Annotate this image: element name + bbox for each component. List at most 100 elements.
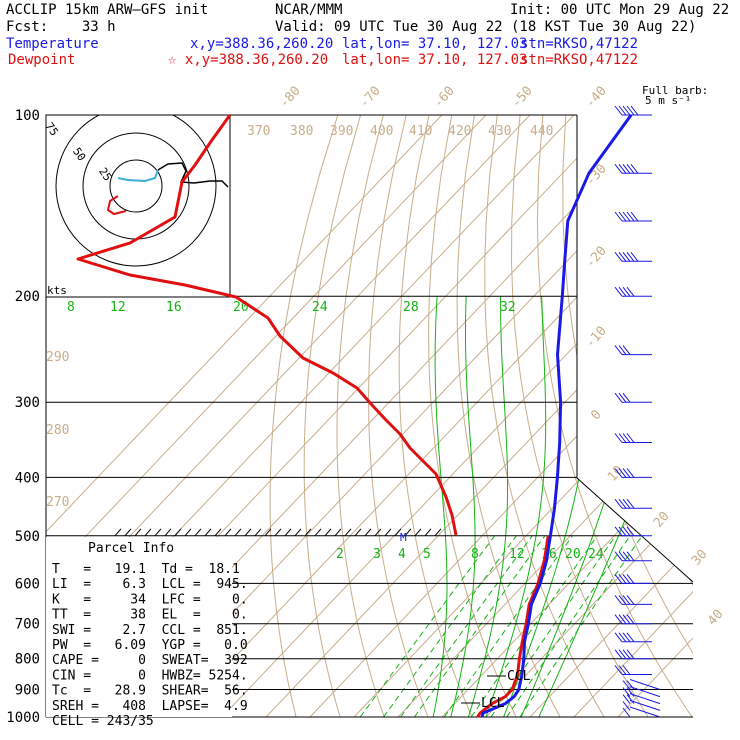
dry-adiabat-line	[725, 115, 740, 730]
wind-barb-flag	[618, 345, 627, 355]
wind-barb-flag	[614, 163, 623, 174]
theta-labels: 370 380 390 400 410 420 430 440 290 280 …	[46, 124, 553, 510]
mixing-ratio-line	[400, 535, 533, 717]
wind-barb-flag	[618, 595, 627, 605]
hatch-mark	[424, 528, 432, 537]
wind-barb-flag	[614, 595, 623, 605]
hatch-mark	[314, 528, 322, 537]
theta-label-290: 290	[46, 350, 69, 365]
wind-barb-flag	[614, 526, 623, 537]
hodo-label-25: 25	[96, 165, 114, 183]
wind-barb	[622, 686, 661, 698]
mixlabel-24b: 24	[588, 547, 604, 562]
wind-barb-flag	[614, 392, 623, 403]
tlabel-20: 20	[651, 509, 673, 531]
wind-barb-flag	[630, 105, 639, 116]
wind-barb	[614, 665, 652, 675]
wind-barb	[622, 699, 661, 711]
tlabel-m80: -80	[277, 84, 304, 111]
theta-label-270: 270	[46, 495, 69, 510]
wind-barb-flag	[618, 286, 627, 297]
mixing-ratio-line	[359, 535, 496, 717]
wind-barb-flag	[614, 105, 623, 116]
wind-barb	[614, 105, 652, 116]
wind-barb-flag	[626, 649, 635, 660]
hatch-mark	[364, 528, 372, 537]
wind-barb-flag	[622, 211, 631, 222]
isotherm-line	[573, 115, 693, 717]
wind-barb-flag	[618, 105, 627, 116]
wind-barb-flag	[622, 526, 631, 537]
wind-barb-flag	[622, 680, 631, 690]
barb-legend-units: 5 m s⁻¹	[645, 94, 691, 107]
dry-adiabat-line	[702, 115, 740, 730]
barb-legend-title: Full barb:	[642, 84, 708, 97]
dewpoint-profile	[476, 535, 550, 718]
dry-adiabat-line	[398, 115, 479, 717]
hatch-mark	[114, 528, 122, 537]
theta-label-280: 280	[46, 423, 69, 438]
isotherm-line	[46, 115, 487, 717]
mixlabel-16: 16	[166, 300, 182, 315]
dewpoint-profile-upper	[76, 114, 458, 536]
parcel-info-row: SWI = 2.7 CCL = 851.	[52, 623, 248, 638]
wind-barb-flag	[626, 632, 635, 643]
temperature-profile	[480, 114, 633, 718]
wind-barb-flag	[626, 211, 635, 222]
wind-barb	[614, 286, 652, 297]
wind-barb-flag	[622, 649, 631, 660]
theta-label-370: 370	[247, 124, 270, 139]
pressure-tick-700: 700	[15, 617, 40, 633]
wind-barb-flag	[630, 251, 639, 262]
mixlabel-4: 4	[398, 547, 406, 562]
wind-barb	[614, 345, 652, 356]
temperature-latlon: lat,lon= 37.10, 127.03	[342, 36, 527, 52]
dry-adiabat-line	[484, 115, 613, 717]
hatch-mark	[294, 528, 302, 537]
wind-barb	[614, 551, 652, 562]
pressure-tick-600: 600	[15, 576, 40, 592]
hatch-mark	[324, 528, 332, 537]
parcel-info-panel: Parcel Info T = 19.1 Td = 18.1LI = 6.3 L…	[46, 537, 248, 729]
wind-barb-flag	[622, 665, 631, 675]
wind-barb-flag	[614, 551, 623, 562]
wind-barb	[614, 433, 652, 443]
parcel-info-row: Tc = 28.9 SHEAR= 56.	[52, 684, 248, 699]
wind-barb-flag	[626, 574, 635, 584]
wind-barb	[614, 211, 652, 222]
hatch-mark	[194, 528, 202, 537]
wind-barb-flag	[622, 251, 631, 262]
temperature-legend: Temperature	[6, 36, 99, 52]
wind-barb-flag	[614, 251, 623, 262]
wind-barb-flag	[614, 286, 623, 297]
org-label: NCAR/MMM	[275, 2, 342, 18]
hatch-mark	[374, 528, 382, 537]
parcel-info-row: PW = 6.09 YGP = 0.0	[52, 638, 248, 653]
wind-barb-flag	[622, 163, 631, 174]
hatch-mark	[344, 528, 352, 537]
wind-barb-flag	[614, 211, 623, 222]
dry-adiabat-line	[428, 115, 524, 717]
m-marker: M	[400, 531, 407, 544]
hatch-mark	[384, 528, 392, 537]
tlabel-m40: -40	[583, 84, 610, 111]
wind-barb-flag	[614, 433, 623, 443]
hatch-mark	[434, 528, 442, 537]
mixlabel-32: 32	[500, 300, 516, 315]
pressure-axis: 100 200 300 400 500 600 700 800 900 1000	[6, 108, 40, 726]
hatch-mark	[234, 528, 242, 537]
isotherm-line	[221, 115, 693, 717]
moist-adiabat-line	[450, 296, 476, 717]
dewpoint-legend: Dewpoint	[8, 52, 75, 68]
parcel-info-row: K = 34 LFC = 0.	[52, 592, 248, 607]
valid-time: Valid: 09 UTC Tue 30 Aug 22 (18 KST Tue …	[275, 19, 696, 35]
dry-adiabat-line	[656, 115, 693, 717]
model-title: ACCLIP 15km ARW–GFS init	[6, 2, 208, 18]
wind-barb-flag	[618, 498, 627, 509]
wind-barb-flag	[622, 498, 631, 509]
wind-barb	[614, 649, 652, 660]
wind-barb-flag	[614, 468, 623, 478]
dewpoint-station: stn=RKSO,47122	[520, 52, 638, 68]
dry-adiabat-line	[679, 115, 693, 717]
theta-label-400: 400	[370, 124, 393, 139]
